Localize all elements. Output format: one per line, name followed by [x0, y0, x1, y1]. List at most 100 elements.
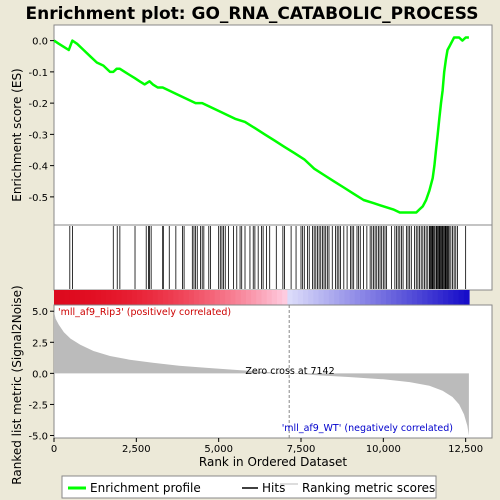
rank-color-segment	[162, 290, 169, 305]
rank-color-segment	[417, 290, 423, 305]
rank-color-segment	[100, 290, 107, 305]
rank-color-segment	[183, 290, 190, 305]
rank-color-segment	[380, 290, 387, 305]
rank-color-segment	[178, 290, 185, 305]
rank-color-segment	[251, 290, 257, 305]
rank-color-segment	[111, 290, 117, 305]
rank-color-segment	[365, 290, 371, 305]
rank-color-segment	[386, 290, 392, 305]
es-y-axis: 0.0 -0.1 -0.2 -0.3 -0.4 -0.5	[28, 37, 54, 204]
es-y-tick-label: -0.2	[28, 99, 48, 110]
rank-color-segment	[375, 290, 382, 305]
rank-color-segment	[443, 290, 449, 305]
rank-color-segment	[240, 290, 247, 305]
x-axis-label: Rank in Ordered Dataset	[199, 455, 347, 469]
negative-correlation-label: 'mll_af9_WT' (negatively correlated)	[282, 423, 453, 434]
rank-color-segment	[69, 290, 76, 305]
zero-cross-label: Zero cross at 7142	[245, 366, 334, 377]
rank-color-segment	[59, 290, 65, 305]
rank-color-segment	[199, 290, 205, 305]
es-panel	[53, 24, 493, 226]
metric-y-tick-label: -5.0	[28, 432, 48, 443]
es-y-tick-label: 0.0	[32, 37, 48, 48]
es-y-tick-label: -0.4	[28, 162, 48, 173]
rank-color-segment	[142, 290, 148, 305]
rank-color-segment	[79, 290, 86, 305]
rank-color-segment	[230, 290, 237, 305]
rank-color-segment	[334, 290, 340, 305]
rank-color-segment	[168, 290, 174, 305]
rank-color-segment	[349, 290, 356, 305]
rank-color-segment	[147, 290, 154, 305]
rank-color-segment	[391, 290, 397, 305]
rank-color-segment	[126, 290, 133, 305]
rank-color-segment	[458, 290, 465, 305]
rank-color-segment	[463, 290, 470, 305]
rank-color-segment	[453, 290, 460, 305]
rank-color-segment	[225, 290, 231, 305]
rank-color-segment	[220, 290, 226, 305]
legend	[61, 475, 437, 499]
rank-color-segment	[261, 290, 268, 305]
x-axis: 0 2,500 5,000 7,500 10,000 12,500	[51, 438, 483, 455]
rank-color-segment	[422, 290, 429, 305]
rank-color-segment	[188, 290, 195, 305]
rank-color-segment	[396, 290, 403, 305]
rank-color-segment	[432, 290, 439, 305]
metric-y-axis-label: Ranked list metric (Signal2Noise)	[10, 285, 24, 484]
rank-color-segment	[344, 290, 351, 305]
rank-color-segment	[105, 290, 112, 305]
enrichment-profile-line	[53, 36, 469, 214]
rank-color-segment	[277, 290, 283, 305]
x-tick-label: 0	[51, 444, 57, 455]
rank-color-segment	[339, 290, 346, 305]
rank-color-segment	[448, 290, 454, 305]
rank-color-segment	[308, 290, 314, 305]
rank-color-bar	[54, 290, 470, 305]
rank-color-segment	[245, 290, 252, 305]
rank-color-segment	[116, 290, 122, 305]
rank-color-segment	[427, 290, 434, 305]
rank-color-segment	[64, 290, 71, 305]
x-tick-label: 7,500	[287, 444, 316, 455]
metric-panel	[53, 304, 493, 439]
rank-color-segment	[74, 290, 81, 305]
rank-color-segment	[282, 290, 288, 305]
rank-color-segment	[54, 290, 60, 305]
rank-color-segment	[266, 290, 273, 305]
rank-color-segment	[137, 290, 143, 305]
legend-hits-label: Hits	[262, 481, 285, 495]
hit-marks	[69, 226, 467, 289]
rank-color-segment	[411, 290, 418, 305]
metric-y-tick-label: -2.5	[28, 400, 48, 411]
es-y-axis-label: Enrichment score (ES)	[10, 68, 24, 201]
positive-correlation-label: 'mll_af9_Rip3' (positively correlated)	[58, 307, 231, 318]
es-line-group	[53, 36, 469, 214]
metric-y-axis: 5.0 2.5 0.0 -2.5 -5.0	[28, 307, 54, 443]
rank-color-segment	[235, 290, 242, 305]
hits-panel	[53, 224, 493, 291]
rank-color-segment	[287, 290, 294, 305]
rank-color-segment	[328, 290, 335, 305]
x-tick-label: 2,500	[122, 444, 151, 455]
ranking-metric-area	[54, 311, 469, 436]
rank-color-segment	[95, 290, 102, 305]
es-y-tick-label: -0.5	[28, 193, 48, 204]
rank-color-segment	[209, 290, 216, 305]
rank-color-segment	[157, 290, 164, 305]
rank-color-segment	[370, 290, 377, 305]
es-y-tick-label: -0.3	[28, 130, 48, 141]
rank-color-segment	[318, 290, 325, 305]
rank-color-segment	[406, 290, 413, 305]
metric-y-tick-label: 5.0	[32, 307, 48, 318]
rank-color-segment	[152, 290, 159, 305]
rank-color-segment	[292, 290, 299, 305]
metric-y-tick-label: 0.0	[32, 369, 48, 380]
rank-color-segment	[303, 290, 309, 305]
rank-color-segment	[194, 290, 200, 305]
legend-metric-label: Ranking metric scores	[302, 481, 435, 495]
rank-color-segment	[131, 290, 138, 305]
metric-area	[54, 305, 469, 438]
metric-y-tick-label: 2.5	[32, 338, 48, 349]
